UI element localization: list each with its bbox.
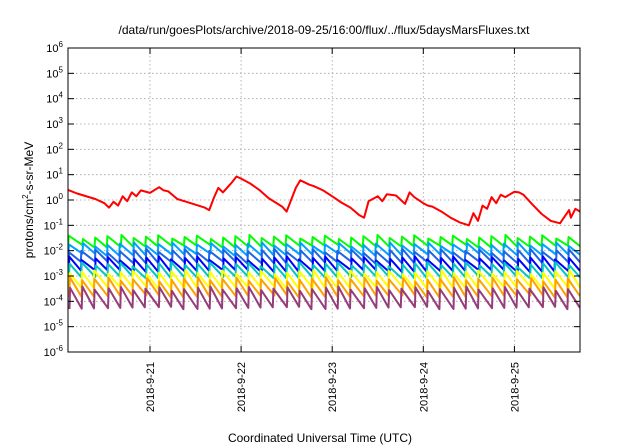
series-line xyxy=(68,285,580,311)
y-tick-label: 10-3 xyxy=(44,268,64,283)
y-tick-label: 10-1 xyxy=(44,217,64,232)
chart-title: /data/run/goesPlots/archive/2018-09-25/1… xyxy=(119,23,531,37)
ticks xyxy=(68,47,580,353)
y-axis-title-base: protons/cm xyxy=(22,199,36,258)
y-tick-label: 102 xyxy=(46,141,63,156)
y-tick-label: 104 xyxy=(46,91,63,106)
x-tick-label: 2018-9-24 xyxy=(418,362,430,412)
y-tick-label: 101 xyxy=(46,167,63,182)
x-tick-label: 2018-9-22 xyxy=(236,362,248,412)
y-tick-label: 100 xyxy=(46,192,63,207)
y-tick-labels: 106 105 104 103 102 101 100 10-1 10-2 10-3 10-4 10-… xyxy=(44,40,64,359)
series-line xyxy=(68,175,580,227)
y-axis-title-rest: -s-sr-MeV xyxy=(22,142,36,195)
series-layer xyxy=(68,175,580,311)
y-tick-label: 105 xyxy=(46,65,63,80)
x-tick-label: 2018-9-25 xyxy=(509,362,521,412)
x-tick-label: 2018-9-21 xyxy=(145,362,157,412)
x-axis-title: Coordinated Universal Time (UTC) xyxy=(228,431,412,445)
x-tick-labels: 2018-9-21 2018-9-22 2018-9-23 2018-9-24 2018… xyxy=(145,362,521,412)
y-tick-label: 10-6 xyxy=(44,344,64,359)
y-axis-title-sup: 2 xyxy=(21,194,30,199)
y-tick-label: 10-2 xyxy=(44,243,64,258)
y-axis-title: protons/cm2-s-sr-MeV xyxy=(21,142,36,258)
x-tick-label: 2018-9-23 xyxy=(327,362,339,412)
y-tick-label: 103 xyxy=(46,116,63,131)
y-tick-label: 10-5 xyxy=(44,319,64,334)
y-tick-label: 10-4 xyxy=(44,293,64,308)
y-tick-label: 106 xyxy=(46,40,63,55)
